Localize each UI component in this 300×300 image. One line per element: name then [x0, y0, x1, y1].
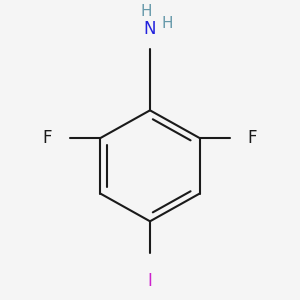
Text: F: F	[43, 129, 52, 147]
Text: H: H	[141, 4, 152, 19]
Text: H: H	[161, 16, 173, 31]
Text: F: F	[248, 129, 257, 147]
Text: I: I	[148, 272, 152, 290]
Text: N: N	[144, 20, 156, 38]
